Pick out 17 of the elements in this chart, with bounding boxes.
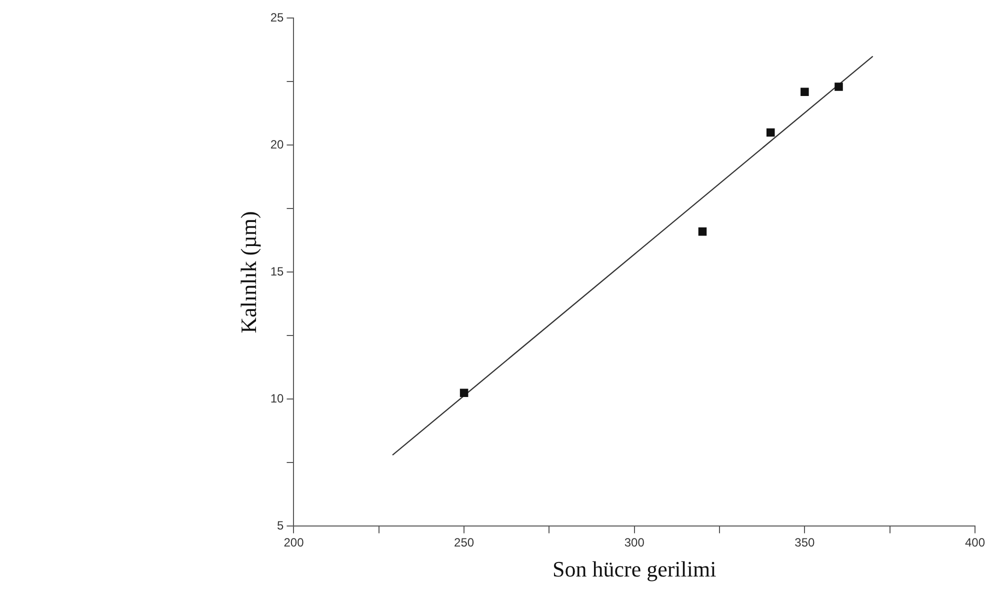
x-axis-title: Son hücre gerilimi [552,556,716,582]
y-tick-label: 15 [270,264,284,279]
y-tick-label: 5 [277,518,284,533]
x-tick-label: 250 [454,536,474,550]
x-tick-label: 350 [794,536,816,550]
y-axis-title: Kalınlık (µm) [236,211,261,334]
y-tick-label: 20 [270,138,284,152]
y-tick-label: 25 [270,10,284,25]
point [766,128,775,137]
point [698,227,707,236]
y-tick-label: 10 [270,392,284,406]
point [460,388,468,397]
x-tick-label: 400 [964,536,986,550]
x-tick-label: 200 [284,536,304,550]
x-tick-label: 300 [624,536,645,550]
point [800,88,809,96]
point [834,82,843,91]
